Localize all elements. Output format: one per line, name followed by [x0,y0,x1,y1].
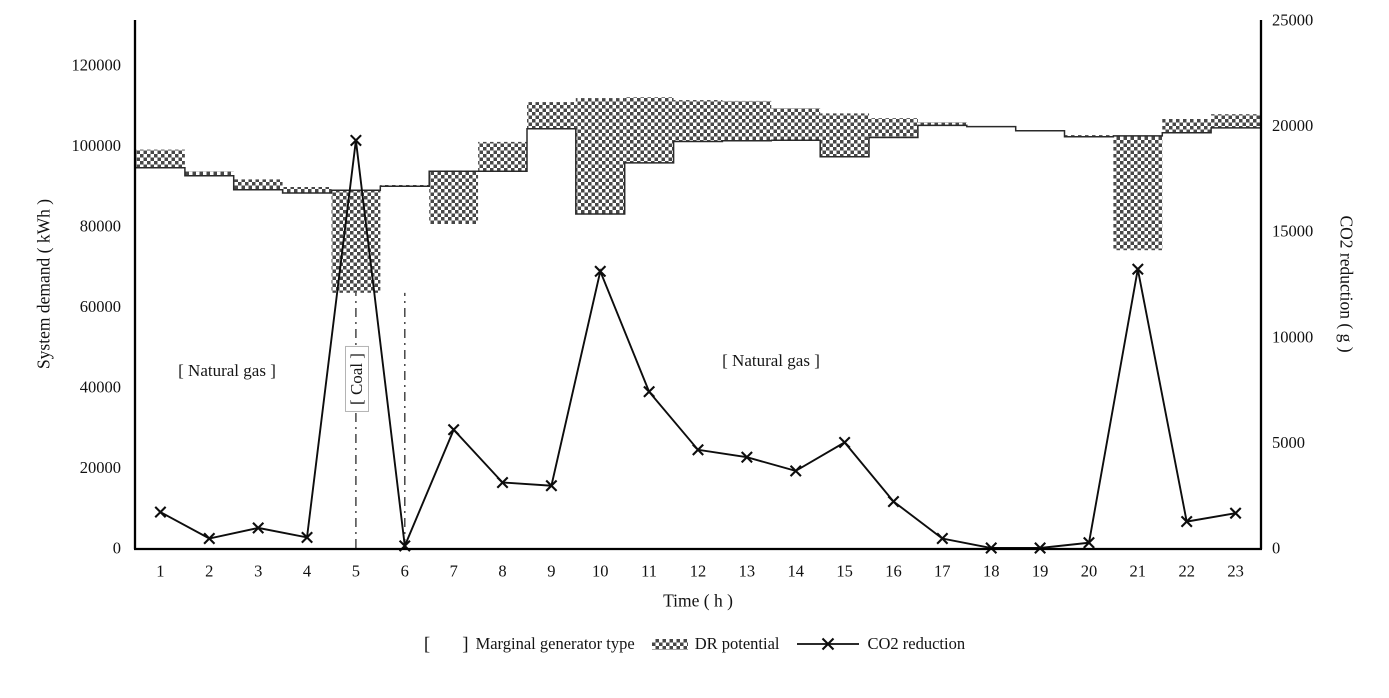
right-axis-tick-25000: 25000 [1272,11,1313,30]
right-axis-tick-5000: 5000 [1272,433,1305,452]
x-axis-tick-9: 9 [547,562,555,581]
dr-potential-bar-hour-16 [869,118,918,138]
co2-marker-hour-22 [1180,515,1193,528]
line-x-marker-swatch [797,637,860,651]
co2-marker-hour-15 [838,436,851,449]
dr-potential-bar-hour-10 [575,98,625,214]
dr-potential-bar-hour-1 [136,149,185,168]
x-axis-tick-16: 16 [885,562,902,581]
dr-potential-bar-hour-20 [1064,135,1114,137]
legend-item-marginal-generator-type: [] Marginal generator type [424,634,635,654]
x-axis-tick-7: 7 [450,562,458,581]
dr-potential-bar-hour-23 [1211,114,1260,128]
dr-potential-bar-hour-21 [1113,135,1163,251]
left-axis-tick-80000: 80000 [80,217,121,236]
x-axis-tick-13: 13 [739,562,756,581]
annotation-natural-gas-left: [ Natural gas ] [178,361,276,380]
co2-marker-hour-7 [447,423,460,436]
co2-marker-hour-3 [252,521,265,534]
bracket-close: ] [462,633,469,655]
legend-label-co2-reduction: CO2 reduction [867,634,966,653]
brackets-swatch: [] [424,635,469,654]
dr-potential-bar-hour-14 [771,108,821,141]
left-axis-tick-40000: 40000 [80,378,121,397]
dr-potential-bar-hour-12 [673,100,723,142]
dr-potential-bar-hour-11 [624,97,674,163]
x-axis-tick-8: 8 [498,562,506,581]
x-axis-tick-22: 22 [1178,562,1195,581]
left-axis-tick-120000: 120000 [72,56,122,75]
co2-reduction-line [159,140,1236,550]
x-axis-tick-6: 6 [401,562,409,581]
dr-potential-bar-hour-7 [429,171,479,224]
co2-marker-hour-23 [1229,507,1242,520]
x-axis-tick-21: 21 [1130,562,1147,581]
dr-potential-bar-hour-15 [820,113,870,157]
left-axis-tick-0: 0 [113,539,121,558]
bracket-open: [ [423,633,431,655]
legend-item-dr-potential: DR potential [651,634,780,654]
x-axis-tick-5: 5 [352,562,360,581]
x-axis-tick-23: 23 [1227,562,1244,581]
dr-potential-bar-hour-13 [722,100,772,141]
right-axis-tick-20000: 20000 [1272,116,1313,135]
co2-marker-hour-16 [887,495,900,508]
co2-marker-hour-5 [349,134,362,147]
co2-marker-hour-2 [203,532,216,545]
left-axis-tick-100000: 100000 [72,136,122,155]
co2-marker-hour-4 [301,531,313,544]
right-axis-title: CO2 reduction ( g ) [1336,215,1357,353]
dr-potential-bar-hour-22 [1162,119,1212,133]
co2-marker-hour-17 [936,532,949,545]
dr-potential-bar-hour-3 [233,179,283,190]
left-axis-tick-60000: 60000 [80,297,121,316]
x-axis-tick-18: 18 [983,562,1000,581]
dr-potential-bar-hour-2 [184,171,234,176]
x-axis-tick-10: 10 [592,562,609,581]
right-axis-tick-15000: 15000 [1272,222,1313,241]
annotation-coal: [ Coal ] [345,346,369,412]
x-axis-tick-20: 20 [1081,562,1098,581]
annotation-natural-gas-right: [ Natural gas ] [722,351,820,370]
dr-potential-bar-hour-4 [282,187,332,193]
x-axis-tick-15: 15 [836,562,853,581]
dr-potential-bar-hour-8 [478,141,527,172]
right-axis-tick-10000: 10000 [1272,327,1313,346]
legend-label-dr-potential: DR potential [694,634,780,653]
x-axis-tick-12: 12 [690,562,707,581]
x-axis-tick-19: 19 [1032,562,1049,581]
checker-pattern-swatch [651,638,688,650]
x-axis-tick-14: 14 [787,562,804,581]
x-axis-title: Time ( h ) [663,590,733,611]
left-axis-title: System demand ( kWh ) [33,198,54,370]
co2-marker-hour-20 [1083,536,1095,549]
co2-marker-hour-1 [154,506,167,519]
x-axis-tick-3: 3 [254,562,262,581]
legend-item-co2-reduction: CO2 reduction [796,634,965,654]
dr-potential-bar-hour-17 [917,122,967,126]
co2-marker-hour-8 [496,476,509,489]
right-axis-tick-0: 0 [1272,539,1280,558]
system-demand-step-line [136,124,1260,215]
co2-marker-hour-11 [643,385,656,398]
left-axis-tick-20000: 20000 [80,458,121,477]
x-axis-tick-2: 2 [205,562,213,581]
x-axis-tick-17: 17 [934,562,951,581]
x-axis-tick-11: 11 [641,562,657,581]
x-axis-tick-4: 4 [303,562,311,581]
co2-marker-hour-13 [740,451,753,464]
co2-marker-hour-21 [1131,263,1144,276]
co2-marker-hour-12 [692,443,704,456]
x-axis-tick-1: 1 [156,562,164,581]
co2-marker-hour-9 [545,479,558,492]
legend: [] Marginal generator type DR potential … [0,634,1389,654]
co2-marker-hour-14 [789,464,802,477]
dr-potential-bar-hour-9 [527,102,576,129]
legend-label-marginal-generator-type: Marginal generator type [475,634,635,653]
co2-marker-hour-10 [594,265,607,278]
